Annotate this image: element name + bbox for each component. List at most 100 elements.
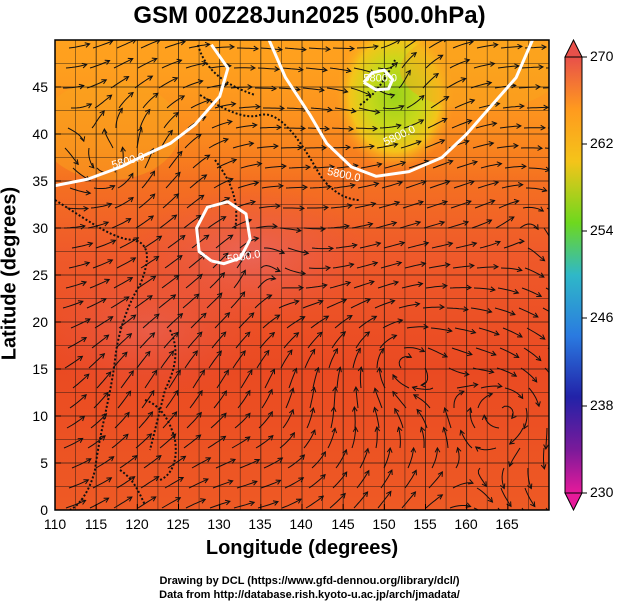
height-contour (267, 40, 534, 178)
streamline (398, 427, 401, 449)
streamline-arrowhead (490, 350, 497, 356)
streamline-arrowhead (346, 315, 353, 321)
streamline-arrowhead (299, 205, 306, 212)
streamline-arrowhead (205, 457, 212, 463)
streamline-arrowhead (296, 227, 302, 233)
streamline (475, 446, 497, 451)
streamline-arrowhead (372, 125, 379, 132)
streamline (472, 142, 494, 149)
streamline (428, 40, 445, 49)
streamline-arrowhead (267, 434, 274, 441)
streamline-arrowhead (299, 454, 306, 460)
streamline (213, 390, 227, 409)
streamline (448, 367, 469, 375)
streamline-arrowhead (417, 281, 424, 288)
streamline (350, 87, 371, 96)
streamline-arrowhead (81, 280, 88, 287)
streamline (279, 432, 295, 449)
streamline-arrowhead (264, 349, 270, 356)
streamline-arrowhead (551, 241, 556, 246)
streamline-arrowhead (434, 446, 441, 453)
streamline (479, 241, 501, 249)
streamline-arrowhead (342, 448, 348, 455)
streamline-arrowhead (270, 275, 277, 281)
streamline-arrowhead (463, 306, 469, 312)
streamline (264, 369, 275, 389)
streamline-arrowhead (220, 331, 227, 338)
y-tick-label: 40 (32, 126, 48, 142)
streamline (500, 267, 522, 271)
streamline (141, 390, 155, 409)
streamline (116, 257, 136, 269)
streamline (420, 427, 425, 449)
credit-data: Data from http://database.rish.kyoto-u.a… (159, 589, 460, 601)
streamline (207, 435, 226, 449)
streamline-arrowhead (410, 491, 417, 497)
streamline-arrowhead (487, 392, 494, 398)
streamline-arrowhead (125, 218, 132, 224)
streamline (379, 124, 401, 129)
y-tick-label: 20 (32, 314, 48, 330)
streamline (376, 143, 398, 149)
streamline (162, 411, 177, 429)
streamline (238, 312, 255, 329)
streamline (355, 127, 377, 130)
streamline-arrowhead (328, 245, 335, 252)
streamline-arrowhead (230, 458, 237, 464)
streamline-arrowhead (85, 458, 92, 464)
streamline-arrowhead (298, 66, 304, 73)
streamline-arrowhead (331, 427, 338, 434)
streamline-arrowhead (496, 382, 503, 389)
streamline (336, 367, 341, 389)
streamline-arrowhead (468, 479, 474, 485)
streamline (64, 355, 83, 369)
streamline-arrowhead (349, 45, 356, 52)
streamline (326, 87, 348, 93)
streamline-arrowhead (299, 316, 306, 322)
streamline (455, 447, 460, 469)
streamline (138, 411, 153, 429)
streamline (429, 180, 450, 189)
streamline (238, 106, 260, 109)
streamline-arrowhead (87, 241, 94, 248)
streamline (140, 40, 161, 49)
streamline (523, 407, 528, 429)
streamline (352, 348, 361, 369)
streamline-arrowhead (220, 216, 227, 222)
streamline (501, 405, 514, 419)
streamline (237, 182, 259, 189)
streamline-arrowhead (320, 226, 327, 232)
streamline (543, 447, 545, 469)
streamline (428, 471, 443, 489)
streamline (403, 347, 425, 352)
streamline (398, 303, 420, 309)
streamline-arrowhead (493, 263, 500, 270)
streamline (359, 448, 369, 469)
streamline (88, 353, 105, 369)
streamline (89, 60, 110, 69)
streamline (264, 165, 286, 169)
streamline (144, 370, 158, 389)
streamline (166, 313, 183, 329)
streamline (120, 370, 134, 389)
streamline (335, 449, 347, 469)
streamline-arrowhead (517, 181, 524, 188)
streamline (405, 180, 427, 189)
streamline-arrowhead (463, 220, 470, 226)
streamline-arrowhead (411, 51, 418, 58)
streamline (379, 367, 386, 389)
streamline (427, 118, 448, 129)
streamline (502, 105, 524, 109)
streamline-arrowhead (486, 80, 493, 87)
streamline-arrowhead (240, 269, 246, 276)
streamline-arrowhead (517, 43, 523, 50)
colorbar-min-arrow (564, 492, 583, 512)
streamline (524, 487, 536, 507)
streamline (528, 167, 549, 171)
streamline-arrowhead (230, 101, 237, 108)
streamline (478, 103, 500, 109)
streamline (111, 218, 131, 229)
streamline (469, 407, 476, 429)
streamline-arrowhead (227, 234, 234, 240)
